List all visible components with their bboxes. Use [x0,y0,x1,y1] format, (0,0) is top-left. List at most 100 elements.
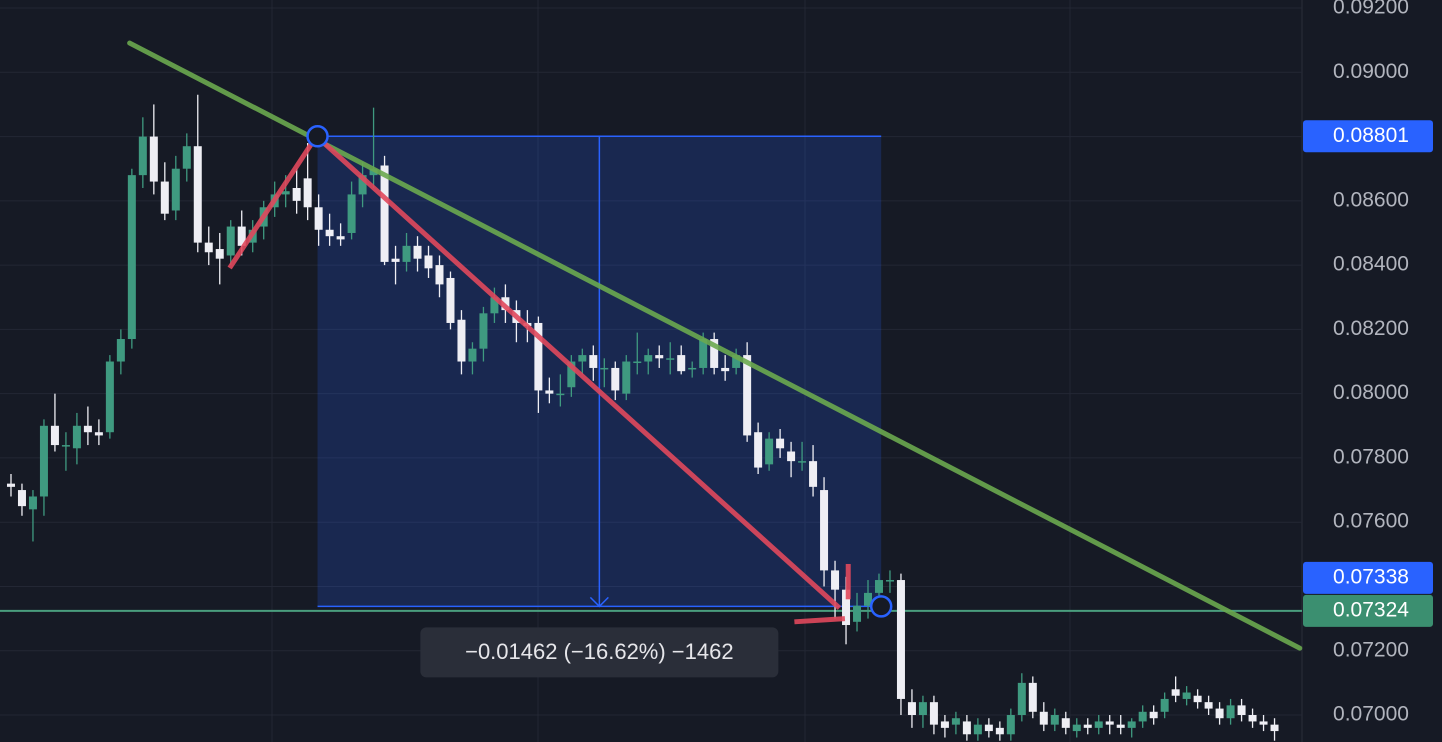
candle-body [50,425,59,446]
candle-body [1072,724,1081,732]
range-label-text: −0.01462 (−16.62%) −1462 [465,639,734,664]
y-tick-label: 0.08600 [1333,188,1409,211]
y-tick-label: 0.09200 [1333,0,1409,19]
candle-body [149,136,158,182]
candle-body [127,175,136,340]
y-tick-label: 0.07800 [1333,445,1409,468]
candle-body [655,355,664,359]
candle-body [918,702,927,716]
candle-body [842,589,851,626]
candle-body [732,355,741,368]
candle-body [446,277,455,323]
candle-body [1270,724,1279,732]
candle-body [578,355,587,362]
candle-body [929,702,938,725]
candle-body [556,393,565,396]
candle-body [940,721,949,728]
y-tick-label: 0.08400 [1333,253,1409,276]
candle-body [743,355,752,436]
candle-body [358,175,367,195]
y-tick-label: 0.07200 [1333,638,1409,661]
range-label: −0.01462 (−16.62%) −1462 [420,627,779,678]
candle-body [215,249,224,259]
candle-body [809,461,818,487]
candle-body [94,432,103,436]
candle-body [885,580,894,582]
candle-body [424,255,433,269]
candle-body [600,367,609,370]
candle-body [116,339,125,362]
candle-body [325,229,334,237]
candle-body [490,297,499,314]
candle-body [314,207,323,230]
candle-body [380,165,389,262]
candle-body [633,361,642,364]
candle-body [1127,721,1136,728]
candle-body [1017,682,1026,716]
candle-body [72,425,81,449]
candle-body [765,438,774,465]
y-tick-label: 0.08000 [1333,381,1409,404]
candle-body [1061,718,1070,728]
candle-body [995,727,1004,735]
candle-body [479,313,488,349]
candle-body [710,339,719,368]
candle-body [1171,689,1180,696]
candle-body [160,181,169,214]
candle-body [281,191,290,195]
candle-body [468,348,477,362]
candle-body [567,361,576,388]
candle-body [962,721,971,735]
zigzag-line [794,616,846,625]
candle-body [677,355,686,372]
price-tag-label: 0.07324 [1333,598,1409,621]
candle-body [951,718,960,725]
candle-body [1006,715,1015,735]
candle-body [1204,702,1213,709]
candle-body [589,355,598,368]
y-tick-label: 0.07000 [1333,703,1409,726]
candle-body [644,355,653,362]
price-tag [1303,561,1433,594]
price-tag [1303,594,1433,627]
candle-body [666,358,675,360]
candle-body [1193,695,1202,703]
price-tag-label: 0.08801 [1333,124,1409,147]
candle-body [534,322,543,391]
candle-body [193,146,202,243]
candle-body [699,339,708,368]
candle-body [39,425,48,497]
candle-body [237,226,246,246]
candle-body [874,580,883,593]
candle-body [1237,705,1246,716]
range-label-box [420,627,779,678]
candle-body [28,496,37,510]
range-arrow-head [589,596,609,608]
range-anchor [306,125,329,148]
candle-body [896,580,905,699]
candle-body [17,490,26,507]
candle-body [622,361,631,394]
y-tick-label: 0.07600 [1333,510,1409,533]
candle-body [1160,698,1169,712]
candle-body [787,451,796,462]
candle-body [336,236,345,240]
candle-body [1182,692,1191,699]
candle-body [853,605,862,622]
candle-body [6,483,15,487]
candle-body [303,178,312,208]
candle-body [1138,711,1147,722]
candle-body [864,592,872,606]
candle-body [226,226,235,256]
candle-body [391,258,400,262]
candle-body [138,136,147,176]
candle-body [61,445,70,447]
candle-body [83,425,92,433]
candle-body [721,367,730,372]
candle-body [292,187,301,201]
candle-body [1116,724,1125,728]
candle-body [105,361,114,433]
candle-body [457,319,466,362]
